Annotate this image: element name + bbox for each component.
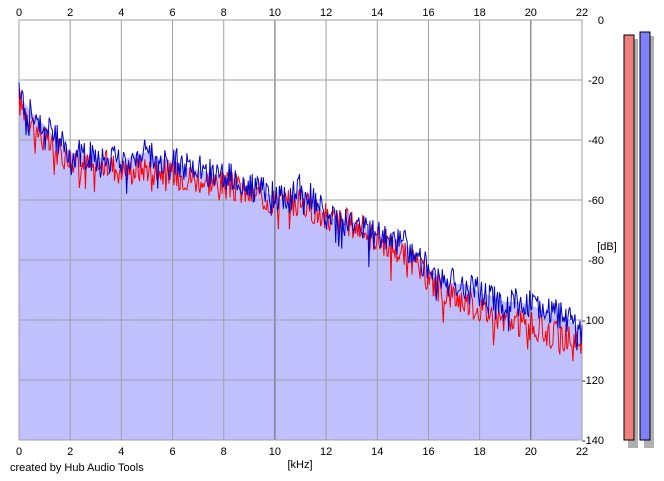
y-axis-label: [dB] — [597, 241, 617, 253]
series-layer — [18, 82, 583, 362]
x-tick-label-top: 2 — [67, 7, 73, 19]
x-tick-label-bottom: 16 — [422, 446, 434, 458]
x-tick-label-bottom: 6 — [169, 446, 175, 458]
x-tick-label-bottom: 4 — [118, 446, 124, 458]
y-tick-label: -140 — [582, 435, 604, 447]
x-tick-label-bottom: 10 — [269, 446, 281, 458]
x-tick-label-bottom: 14 — [371, 446, 383, 458]
y-tick-label: -80 — [588, 255, 604, 267]
x-tick-label-top: 20 — [525, 7, 537, 19]
level-meter-bar — [623, 34, 635, 441]
x-tick-label-bottom: 20 — [525, 446, 537, 458]
y-tick-label: -40 — [588, 135, 604, 147]
level-meter-group — [623, 31, 654, 448]
x-tick-label-top: 22 — [576, 7, 588, 19]
x-tick-label-top: 18 — [474, 7, 486, 19]
y-tick-label: -120 — [582, 375, 604, 387]
x-tick-label-bottom: 8 — [221, 446, 227, 458]
grid-layer — [18, 19, 583, 441]
spectrum-fill-layer — [19, 95, 582, 440]
y-tick-label: -20 — [588, 75, 604, 87]
x-axis-label: [kHz] — [287, 459, 312, 471]
series-line-1 — [18, 89, 583, 362]
y-tick-label: -60 — [588, 195, 604, 207]
y-tick-label: -100 — [582, 315, 604, 327]
x-tick-label-top: 12 — [320, 7, 332, 19]
x-tick-label-bottom: 0 — [16, 446, 22, 458]
x-tick-label-top: 10 — [269, 7, 281, 19]
x-tick-label-bottom: 2 — [67, 446, 73, 458]
series-line-2 — [18, 82, 583, 351]
y-tick-label: 0 — [598, 15, 604, 27]
x-tick-label-top: 16 — [422, 7, 434, 19]
x-tick-label-top: 8 — [221, 7, 227, 19]
x-tick-label-top: 0 — [16, 7, 22, 19]
spectrum-fill — [19, 95, 582, 440]
x-tick-label-bottom: 12 — [320, 446, 332, 458]
tick-layer: 002244668810101212141416161818202022220-… — [16, 7, 604, 458]
level-meter-bar — [639, 31, 651, 441]
x-tick-label-top: 14 — [371, 7, 383, 19]
x-tick-label-top: 4 — [118, 7, 124, 19]
x-tick-label-bottom: 22 — [576, 446, 588, 458]
credit-text: created by Hub Audio Tools — [10, 462, 144, 474]
x-tick-label-top: 6 — [169, 7, 175, 19]
x-tick-label-bottom: 18 — [474, 446, 486, 458]
